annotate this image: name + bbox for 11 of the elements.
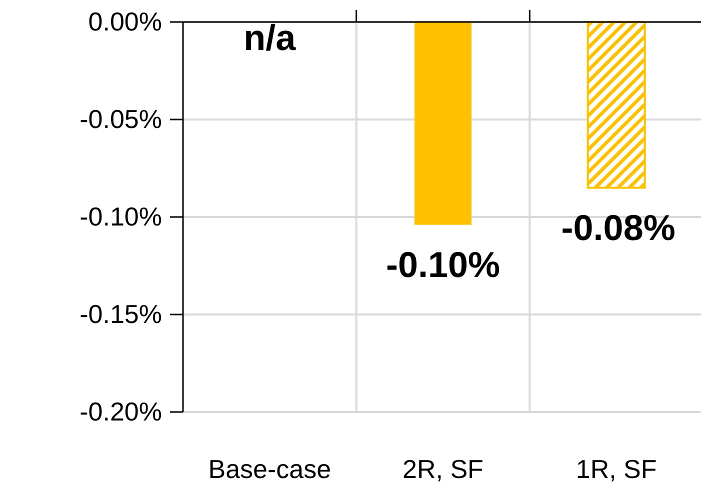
data-label: -0.08% [561, 206, 676, 248]
y-tick-label: -0.20% [80, 396, 162, 426]
x-tick-label: 1R, SF [576, 454, 657, 484]
x-tick-label: 2R, SF [402, 454, 484, 484]
x-tick-label: Base-case [208, 454, 332, 484]
y-tick-label: -0.15% [80, 298, 162, 329]
data-label: -0.10% [386, 244, 500, 285]
y-tick-label: -0.05% [80, 104, 162, 134]
y-tick-label: 0.00% [88, 6, 162, 36]
y-tick-label: -0.10% [80, 201, 162, 232]
text: n/a [244, 17, 296, 58]
